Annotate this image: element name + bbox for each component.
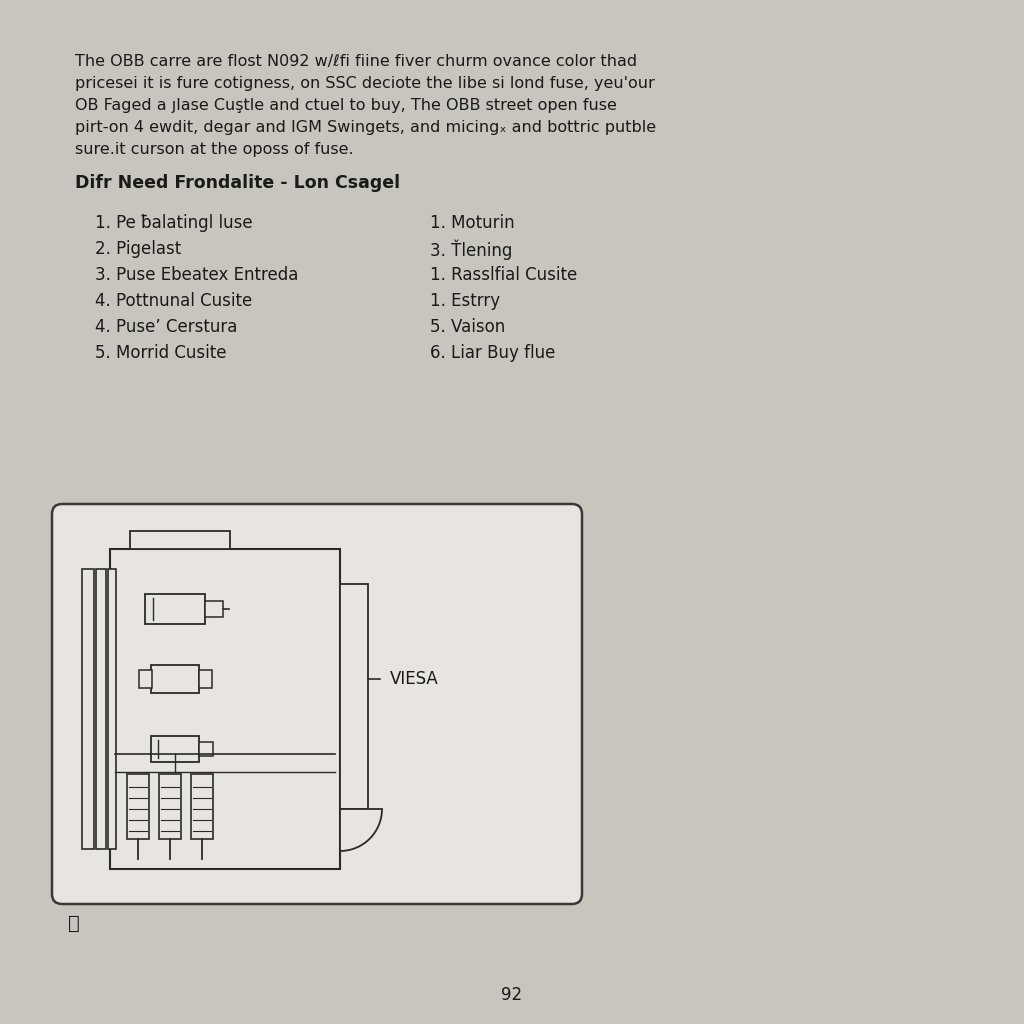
Text: VIESA: VIESA bbox=[390, 670, 438, 688]
Bar bbox=[108, 569, 116, 849]
Bar bbox=[159, 774, 181, 839]
Bar bbox=[151, 665, 199, 693]
Bar bbox=[205, 601, 223, 617]
Text: 2. Pigelast: 2. Pigelast bbox=[95, 240, 181, 258]
Bar bbox=[127, 774, 150, 839]
FancyBboxPatch shape bbox=[52, 504, 582, 904]
Bar bbox=[191, 774, 213, 839]
Text: 4. Pottnunal Cusite: 4. Pottnunal Cusite bbox=[95, 292, 252, 310]
Text: 4. Puseʼ Cerstura: 4. Puseʼ Cerstura bbox=[95, 318, 238, 336]
Text: 92: 92 bbox=[502, 986, 522, 1004]
Bar bbox=[139, 670, 152, 688]
Text: pirt-on 4 ewdit, degar and IGM Swingets, and micingₓ and bottric putble: pirt-on 4 ewdit, degar and IGM Swingets,… bbox=[75, 120, 656, 135]
Text: pricesei it is fure cotigness, on SSC deciote the libe si lond fuse, yeu'our: pricesei it is fure cotigness, on SSC de… bbox=[75, 76, 654, 91]
Text: sure.it curson at the oposs of fuse.: sure.it curson at the oposs of fuse. bbox=[75, 142, 353, 157]
Text: 6. Liar Buy flue: 6. Liar Buy flue bbox=[430, 344, 555, 362]
Bar bbox=[340, 584, 368, 809]
Bar bbox=[145, 594, 205, 624]
Text: 5. Morrid Cusite: 5. Morrid Cusite bbox=[95, 344, 226, 362]
Text: 1. Moturin: 1. Moturin bbox=[430, 214, 515, 232]
Text: ⓘ: ⓘ bbox=[68, 914, 80, 933]
Text: 5. Vaison: 5. Vaison bbox=[430, 318, 505, 336]
Text: 3. Puse Ebeatex Entreda: 3. Puse Ebeatex Entreda bbox=[95, 266, 298, 284]
Text: 1. Rasslfial Cusite: 1. Rasslfial Cusite bbox=[430, 266, 578, 284]
Text: OB Faged a ȷlase Cuştle and ctuel to buy, The OBB street open fuse: OB Faged a ȷlase Cuştle and ctuel to buy… bbox=[75, 98, 616, 113]
Text: Difr Need Frondalite - Lon Csagel: Difr Need Frondalite - Lon Csagel bbox=[75, 174, 400, 193]
Text: 1. Estrry: 1. Estrry bbox=[430, 292, 500, 310]
Text: 3. Ťlening: 3. Ťlening bbox=[430, 240, 512, 260]
Text: 1. Pe ƀalatingl luse: 1. Pe ƀalatingl luse bbox=[95, 214, 253, 232]
Bar bbox=[130, 531, 230, 549]
Bar bbox=[82, 569, 94, 849]
Bar bbox=[199, 742, 213, 756]
Bar bbox=[96, 569, 106, 849]
Wedge shape bbox=[340, 809, 382, 851]
Text: The OBB carre are flost N092 w/ℓfi fiine fiver churm ovance color thad: The OBB carre are flost N092 w/ℓfi fiine… bbox=[75, 54, 637, 69]
Bar bbox=[151, 736, 199, 762]
Bar bbox=[199, 670, 212, 688]
Bar bbox=[110, 549, 340, 869]
